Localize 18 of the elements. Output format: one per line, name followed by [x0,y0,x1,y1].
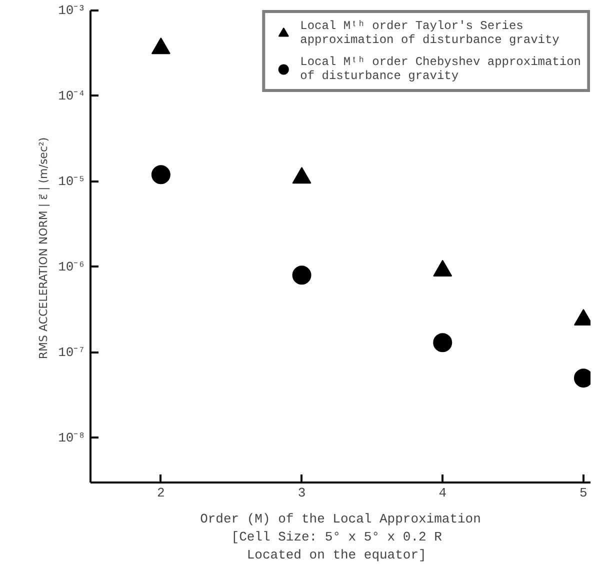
x-tick-label: 2 [157,486,165,500]
y-tick-label: 10⁻⁴ [58,88,86,104]
point [292,266,312,285]
point [433,333,452,352]
y-tick-label: 10⁻³ [58,3,86,18]
legend-label: Local Mᵗʰ order Chebyshev approximation of disturbance gravity [300,55,581,83]
x-axis-title: Order (M) of the Local Approximation [Cell Size: 5° x 5° x 0.2 R Located on the equator] [200,512,481,562]
y-tick-label: 10⁻⁸ [58,430,86,446]
point [292,166,312,184]
y-axis-title: RMS ACCELERATION NORM | ε⃗ | (m/sec²) [37,137,50,360]
point [151,38,170,54]
y-tick-label: 10⁻⁶ [58,259,86,274]
y-tick-label: 10⁻⁵ [58,174,86,189]
x-tick-label: 3 [298,486,306,500]
legend-label: Local Mᵗʰ order Taylor's Series approximation of disturbance gravity [300,19,560,47]
x-tick-label: 4 [438,486,447,500]
y-tick-label: 10⁻⁷ [58,344,86,360]
x-tick-label: 5 [580,486,588,500]
